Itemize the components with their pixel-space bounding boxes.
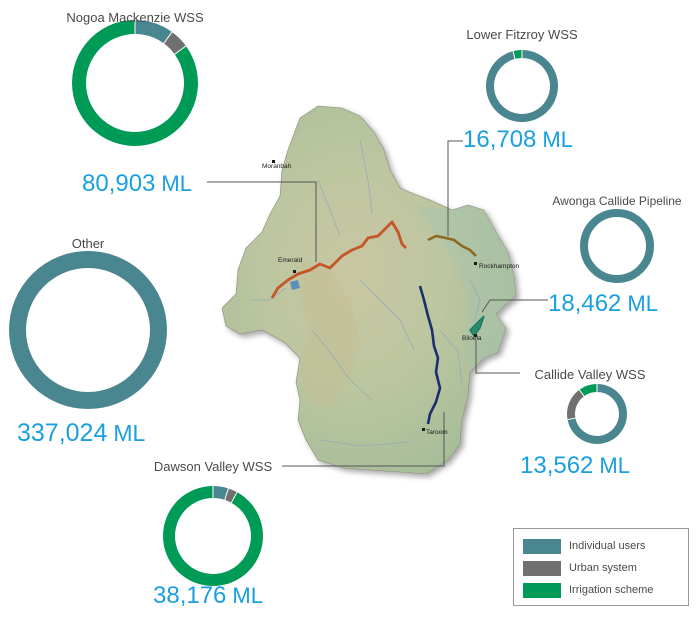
donut-separator	[512, 50, 516, 60]
donut-value-unit: ML	[599, 453, 630, 478]
nogoa-mackenzie-river	[270, 220, 407, 299]
donut-separator	[578, 388, 586, 398]
donut-segment-other-individual-users	[9, 251, 167, 409]
donut-separator	[173, 44, 188, 56]
donut-segment-callide-valley-wss-irrigation-scheme	[579, 384, 597, 397]
donut-value-number: 80,903	[82, 170, 155, 197]
town-marker-biloela	[474, 334, 477, 337]
donut-value-other: 337,024 ML	[17, 419, 146, 447]
town-marker-moranbah	[272, 160, 275, 163]
town-marker-emerald	[293, 270, 296, 273]
donut-segment-dawson-valley-wss-irrigation-scheme	[162, 486, 263, 586]
donut-segment-awonga-callide-pipeline-individual-users	[580, 209, 654, 283]
donut-awonga-callide-pipeline: Awonga Callide Pipeline 18,462 ML	[548, 194, 682, 317]
donut-value-unit: ML	[161, 171, 192, 196]
donut-other: Other 337,024 ML	[9, 236, 167, 447]
donut-value-callide-valley-wss: 13,562 ML	[520, 452, 630, 479]
donut-segment-lower-fitzroy-wss-irrigation-scheme	[513, 50, 522, 59]
donut-value-unit: ML	[113, 420, 145, 446]
town-label-emerald: Emerald	[278, 257, 303, 264]
donut-value-dawson-valley-wss: 38,176 ML	[153, 582, 263, 609]
legend-swatch-urban	[523, 560, 561, 576]
legend-label-individual: Individual users	[569, 540, 646, 552]
donut-value-unit: ML	[232, 583, 263, 608]
legend-swatch-individual	[523, 538, 561, 554]
donut-dawson-valley-wss: Dawson Valley WSS 38,176 ML	[153, 459, 272, 609]
donut-segment-dawson-valley-wss-urban-system	[224, 488, 238, 503]
leader-awonga	[481, 299, 548, 313]
donut-title-other: Other	[72, 236, 105, 251]
legend-item-irrigation-scheme: Irrigation scheme	[523, 581, 653, 599]
legend-label-irrigation: Irrigation scheme	[569, 584, 654, 596]
legend-item-urban-system: Urban system	[523, 559, 637, 577]
basin-outline	[221, 105, 517, 475]
town-marker-taroom	[422, 428, 425, 431]
donut-title-callide-valley-wss: Callide Valley WSS	[534, 367, 645, 382]
donut-value-unit: ML	[627, 291, 658, 316]
town-label-biloela: Biloela	[462, 335, 482, 342]
donut-separator	[162, 30, 174, 45]
leader-lower-fitzroy	[447, 140, 463, 236]
donut-value-number: 16,708	[463, 126, 536, 153]
legend-swatch-irrigation	[523, 582, 561, 598]
donut-value-number: 18,462	[548, 290, 621, 317]
legend: Individual users Urban system Irrigation…	[513, 528, 689, 606]
dawson-river	[418, 285, 442, 425]
town-label-moranbah: Moranbah	[262, 163, 292, 170]
callide-pipeline	[469, 315, 485, 338]
donut-segment-nogoa-mackenzie-wss-urban-system	[163, 32, 186, 55]
donut-value-number: 38,176	[153, 582, 226, 609]
donut-separator	[230, 491, 239, 504]
lower-fitzroy-river	[427, 234, 477, 257]
donut-lower-fitzroy-wss: Lower Fitzroy WSS 16,708 ML	[463, 27, 578, 153]
donut-value-nogoa-mackenzie-wss: 80,903 ML	[82, 170, 192, 197]
donut-segment-lower-fitzroy-wss-individual-users	[486, 50, 559, 122]
donut-segment-callide-valley-wss-urban-system	[567, 389, 585, 420]
donut-title-awonga-callide-pipeline: Awonga Callide Pipeline	[552, 194, 682, 208]
donut-value-awonga-callide-pipeline: 18,462 ML	[548, 290, 658, 317]
town-markers: Moranbah Emerald Rockhampton Biloela Tar…	[262, 160, 519, 436]
donut-value-unit: ML	[542, 127, 573, 152]
town-label-taroom: Taroom	[426, 429, 448, 436]
donut-segment-dawson-valley-wss-individual-users	[213, 486, 229, 500]
donut-callide-valley-wss: Callide Valley WSS 13,562 ML	[520, 367, 646, 479]
town-label-rockhampton: Rockhampton	[479, 263, 519, 270]
donut-value-number: 337,024	[17, 419, 107, 447]
donut-nogoa-mackenzie-wss: Nogoa Mackenzie WSS 80,903 ML	[66, 10, 204, 197]
fairbairn-dam	[290, 280, 300, 290]
donut-value-number: 13,562	[520, 452, 593, 479]
donut-value-lower-fitzroy-wss: 16,708 ML	[463, 126, 573, 153]
donut-segment-nogoa-mackenzie-wss-individual-users	[135, 20, 173, 44]
leader-dawson	[282, 412, 445, 467]
leader-nogoa	[207, 181, 317, 262]
leader-callide	[475, 340, 520, 374]
donut-title-nogoa-mackenzie-wss: Nogoa Mackenzie WSS	[66, 10, 204, 25]
legend-label-urban: Urban system	[569, 562, 637, 574]
donut-title-dawson-valley-wss: Dawson Valley WSS	[154, 459, 273, 474]
town-marker-rockhampton	[474, 262, 477, 265]
leader-lines	[207, 140, 548, 467]
coastal-tint	[416, 205, 516, 372]
legend-item-individual-users: Individual users	[523, 537, 645, 555]
donut-title-lower-fitzroy-wss: Lower Fitzroy WSS	[466, 27, 578, 42]
donut-separator	[223, 487, 230, 501]
basin-map: Moranbah Emerald Rockhampton Biloela Tar…	[221, 105, 519, 475]
drainage-network	[250, 139, 481, 447]
donut-separator	[566, 417, 577, 421]
